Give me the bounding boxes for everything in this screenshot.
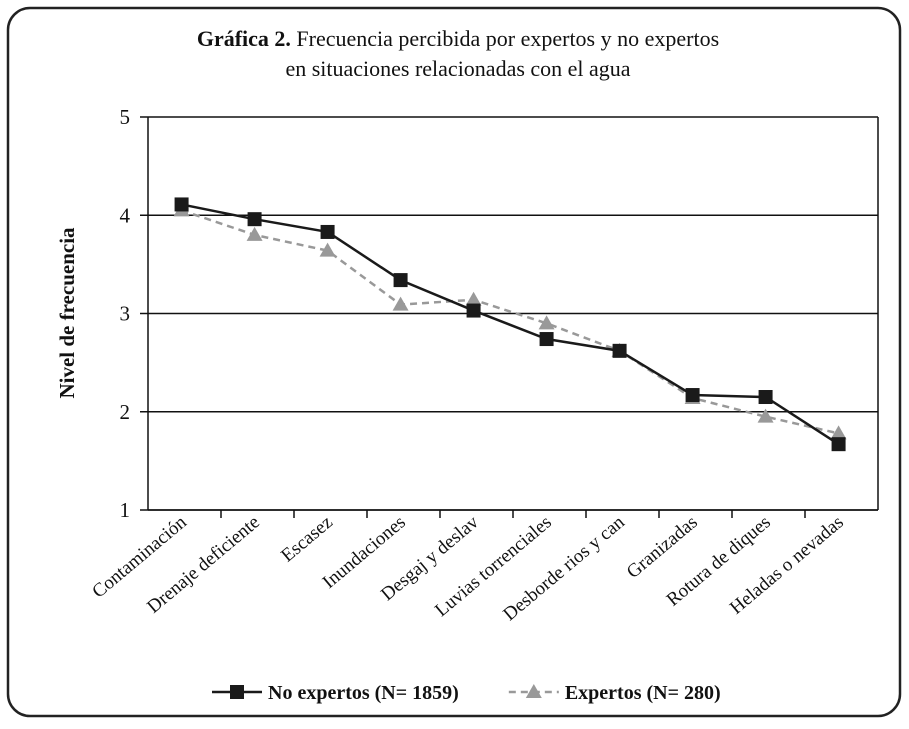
chart-title: Gráfica 2. Frecuencia percibida por expe…	[197, 26, 719, 51]
y-tick-label: 5	[120, 105, 131, 129]
marker	[393, 273, 408, 288]
marker	[757, 408, 774, 423]
marker	[612, 343, 627, 358]
marker	[831, 437, 846, 452]
marker	[246, 226, 263, 241]
marker	[758, 390, 773, 405]
frame	[6, 6, 902, 718]
y-axis-label: Nivel de frecuencia	[55, 227, 79, 399]
marker	[685, 388, 700, 403]
title-prefix: Gráfica 2.	[197, 26, 291, 51]
marker	[465, 291, 482, 306]
title-line: Frecuencia percibida por expertos y no e…	[296, 26, 719, 51]
y-tick-label: 3	[120, 302, 131, 326]
legend-marker	[230, 685, 244, 699]
marker	[466, 303, 481, 318]
marker	[830, 425, 847, 440]
chart-title: en situaciones relacionadas con el agua	[285, 56, 630, 81]
marker	[174, 197, 189, 212]
series-line	[181, 203, 840, 446]
marker	[247, 212, 262, 227]
series-line	[181, 209, 839, 435]
marker	[392, 296, 409, 311]
marker	[538, 315, 555, 330]
marker	[319, 242, 336, 257]
y-tick-label: 1	[120, 498, 131, 522]
y-tick-label: 4	[120, 203, 131, 227]
marker	[539, 332, 554, 347]
marker	[320, 224, 335, 239]
y-tick-label: 2	[120, 400, 131, 424]
legend-label: Expertos (N= 280)	[565, 682, 721, 704]
legend-label: No expertos (N= 1859)	[268, 682, 459, 704]
legend-marker	[525, 684, 542, 698]
